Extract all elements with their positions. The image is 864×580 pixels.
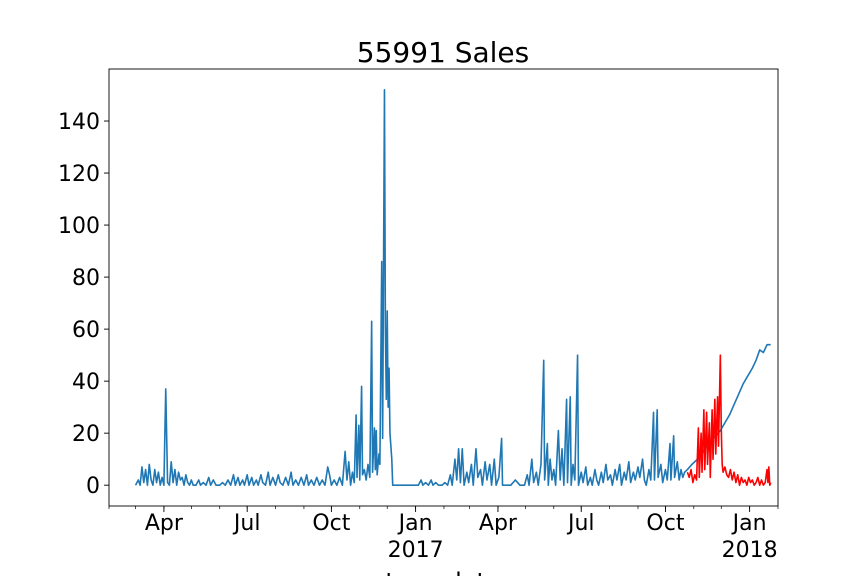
x-tick-label: Jan — [731, 511, 767, 536]
x-tick-label: Oct — [312, 511, 350, 536]
x-tick-label: Apr — [479, 511, 518, 536]
y-tick-label: 80 — [72, 266, 100, 291]
plot-area — [108, 68, 779, 507]
y-tick-label: 20 — [72, 422, 100, 447]
y-tick-label: 100 — [58, 214, 100, 239]
y-tick-label: 120 — [58, 162, 100, 187]
x-tick-year-label: 2018 — [722, 538, 778, 563]
x-tick-label: Apr — [145, 511, 184, 536]
y-tick-label: 140 — [58, 110, 100, 135]
series-line-1 — [134, 89, 771, 486]
y-axis: 0 20 40 60 80 100 120 140 — [58, 110, 109, 499]
y-tick-label: 0 — [86, 474, 100, 499]
x-tick-label: Jul — [566, 511, 595, 536]
y-tick-label: 40 — [72, 370, 100, 395]
x-tick-label: Jan — [397, 511, 433, 536]
y-tick-label: 60 — [72, 318, 100, 343]
chart-title: 55991 Sales — [357, 36, 530, 69]
plot-frame — [108, 68, 779, 507]
series-line-2 — [686, 354, 772, 486]
x-tick-label: Jul — [232, 511, 261, 536]
x-tick-year-label: 2017 — [388, 538, 444, 563]
x-axis-label: tran_date — [385, 568, 500, 576]
x-tick-label: Oct — [646, 511, 684, 536]
